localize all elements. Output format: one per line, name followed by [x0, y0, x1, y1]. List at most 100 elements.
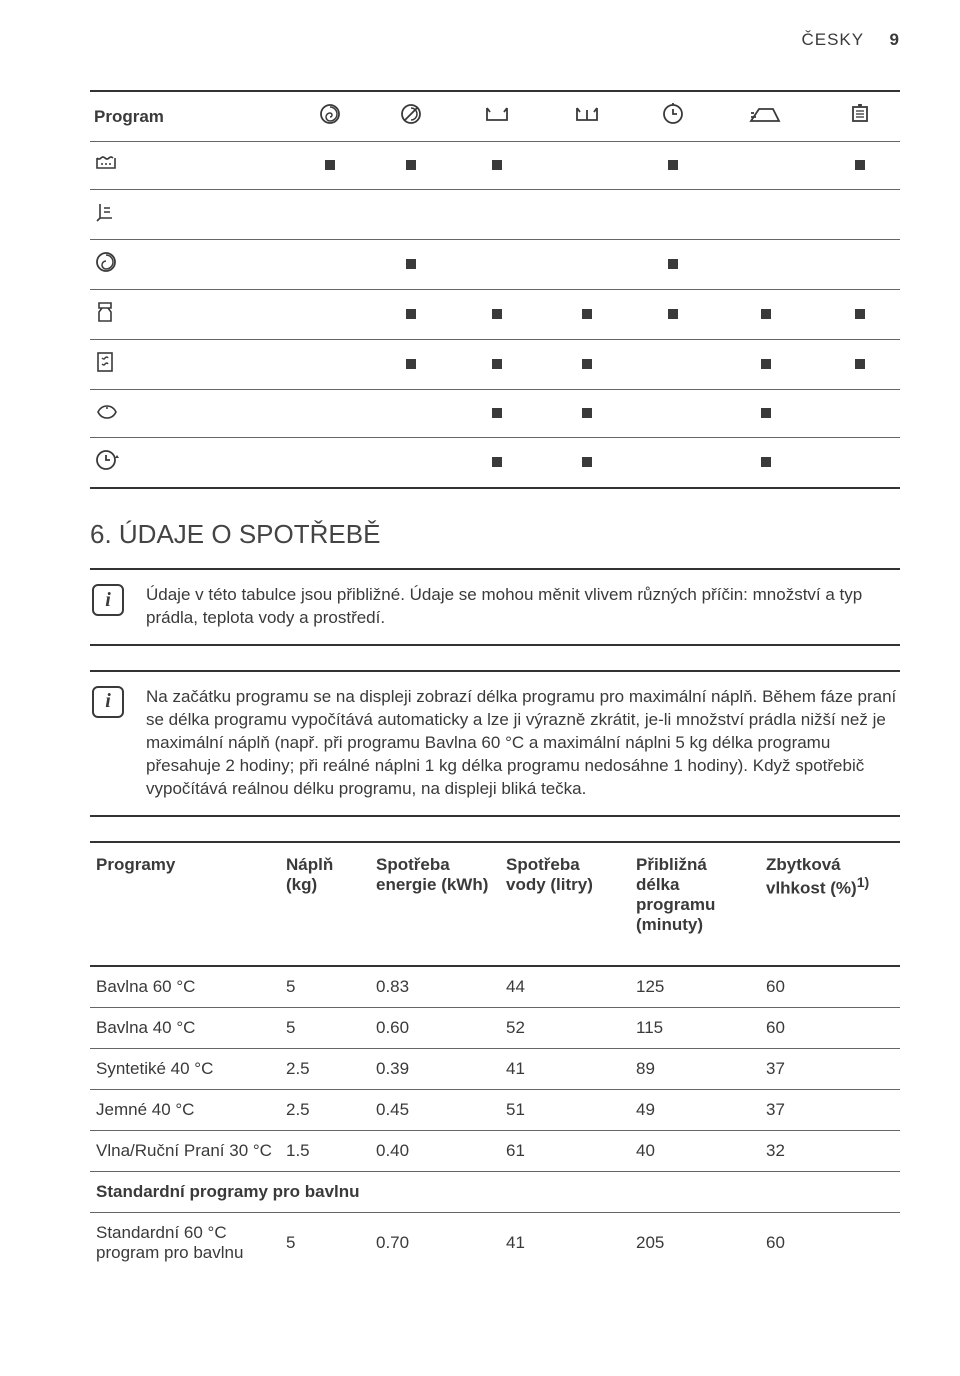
matrix-cell — [451, 340, 542, 390]
th-humidity: Zbytková vlhkost (%)1) — [760, 842, 900, 966]
matrix-cell — [713, 142, 819, 190]
matrix-cell — [819, 142, 900, 190]
th-energy: Spotřeba energie (kWh) — [370, 842, 500, 966]
table-cell: Bavlna 60 °C — [90, 966, 280, 1008]
matrix-cell — [371, 390, 452, 438]
matrix-cell — [451, 290, 542, 340]
table-cell: 0.45 — [370, 1089, 500, 1130]
matrix-cell — [371, 240, 452, 290]
matrix-cell — [819, 290, 900, 340]
matrix-cell — [451, 142, 542, 190]
matrix-cell — [371, 438, 452, 489]
matrix-cell — [713, 390, 819, 438]
matrix-cell — [542, 438, 633, 489]
matrix-cell — [633, 142, 714, 190]
matrix-cell — [451, 240, 542, 290]
matrix-cell — [542, 290, 633, 340]
matrix-cell — [713, 290, 819, 340]
table-cell: 0.40 — [370, 1130, 500, 1171]
col-icon-4 — [542, 91, 633, 142]
matrix-cell — [290, 438, 371, 489]
matrix-cell — [371, 290, 452, 340]
table-cell: 44 — [500, 966, 630, 1008]
matrix-cell — [451, 438, 542, 489]
col-icon-5 — [633, 91, 714, 142]
th-water: Spotřeba vody (litry) — [500, 842, 630, 966]
matrix-cell — [633, 240, 714, 290]
table-cell: 89 — [630, 1048, 760, 1089]
row-icon-2 — [90, 240, 290, 290]
col-icon-7 — [819, 91, 900, 142]
matrix-cell — [713, 340, 819, 390]
th-load: Náplň (kg) — [280, 842, 370, 966]
matrix-cell — [819, 190, 900, 240]
row-icon-6 — [90, 438, 290, 489]
col-icon-1 — [290, 91, 371, 142]
table-cell: 60 — [760, 1007, 900, 1048]
info-box-1: i Údaje v této tabulce jsou přibližné. Ú… — [90, 568, 900, 646]
table-cell: Bavlna 40 °C — [90, 1007, 280, 1048]
matrix-cell — [633, 190, 714, 240]
table-cell: 37 — [760, 1089, 900, 1130]
matrix-cell — [633, 390, 714, 438]
info-text-2: Na začátku programu se na displeji zobra… — [146, 686, 900, 801]
page-header: ČESKY 9 — [90, 30, 900, 50]
table-cell: 60 — [760, 1212, 900, 1273]
matrix-cell — [713, 240, 819, 290]
th-programs: Programy — [90, 842, 280, 966]
table-cell: 5 — [280, 1007, 370, 1048]
table-cell: 0.60 — [370, 1007, 500, 1048]
table-cell: Standardní 60 °C program pro bavlnu — [90, 1212, 280, 1273]
info-icon: i — [92, 686, 124, 718]
table-cell: 125 — [630, 966, 760, 1008]
matrix-cell — [819, 438, 900, 489]
header-lang: ČESKY — [801, 30, 863, 49]
info-text-1: Údaje v této tabulce jsou přibližné. Úda… — [146, 584, 900, 630]
table-cell: 61 — [500, 1130, 630, 1171]
matrix-cell — [542, 240, 633, 290]
matrix-cell — [290, 190, 371, 240]
table-cell: 52 — [500, 1007, 630, 1048]
table-cell: 5 — [280, 1212, 370, 1273]
table-cell: Jemné 40 °C — [90, 1089, 280, 1130]
row-icon-0 — [90, 142, 290, 190]
table-cell: 0.83 — [370, 966, 500, 1008]
matrix-cell — [633, 290, 714, 340]
page-root: ČESKY 9 Program 6. ÚDAJE O SPOTŘEBĚ i Úd… — [0, 0, 960, 1313]
matrix-cell — [290, 340, 371, 390]
matrix-cell — [451, 190, 542, 240]
matrix-cell — [542, 142, 633, 190]
table-cell: 5 — [280, 966, 370, 1008]
table-cell: 37 — [760, 1048, 900, 1089]
row-icon-5 — [90, 390, 290, 438]
matrix-cell — [290, 142, 371, 190]
header-page-number: 9 — [890, 30, 900, 49]
matrix-cell — [633, 438, 714, 489]
matrix-cell — [371, 142, 452, 190]
matrix-col0-header: Program — [90, 91, 290, 142]
table-cell: 0.39 — [370, 1048, 500, 1089]
matrix-cell — [290, 290, 371, 340]
table-cell: 40 — [630, 1130, 760, 1171]
matrix-cell — [290, 240, 371, 290]
table-cell: 2.5 — [280, 1048, 370, 1089]
matrix-cell — [819, 340, 900, 390]
matrix-cell — [633, 340, 714, 390]
matrix-cell — [451, 390, 542, 438]
matrix-cell — [542, 190, 633, 240]
matrix-cell — [819, 240, 900, 290]
col-icon-2 — [371, 91, 452, 142]
matrix-cell — [371, 340, 452, 390]
row-icon-4 — [90, 340, 290, 390]
table-cell: 32 — [760, 1130, 900, 1171]
table-cell: 41 — [500, 1212, 630, 1273]
table-cell: 51 — [500, 1089, 630, 1130]
table-cell: Syntetiké 40 °C — [90, 1048, 280, 1089]
program-options-matrix: Program — [90, 90, 900, 489]
row-icon-1 — [90, 190, 290, 240]
std-programs-header: Standardní programy pro bavlnu — [90, 1171, 900, 1212]
table-cell: 60 — [760, 966, 900, 1008]
table-cell: 2.5 — [280, 1089, 370, 1130]
th-duration: Přibližná délka programu (minuty) — [630, 842, 760, 966]
matrix-cell — [542, 340, 633, 390]
